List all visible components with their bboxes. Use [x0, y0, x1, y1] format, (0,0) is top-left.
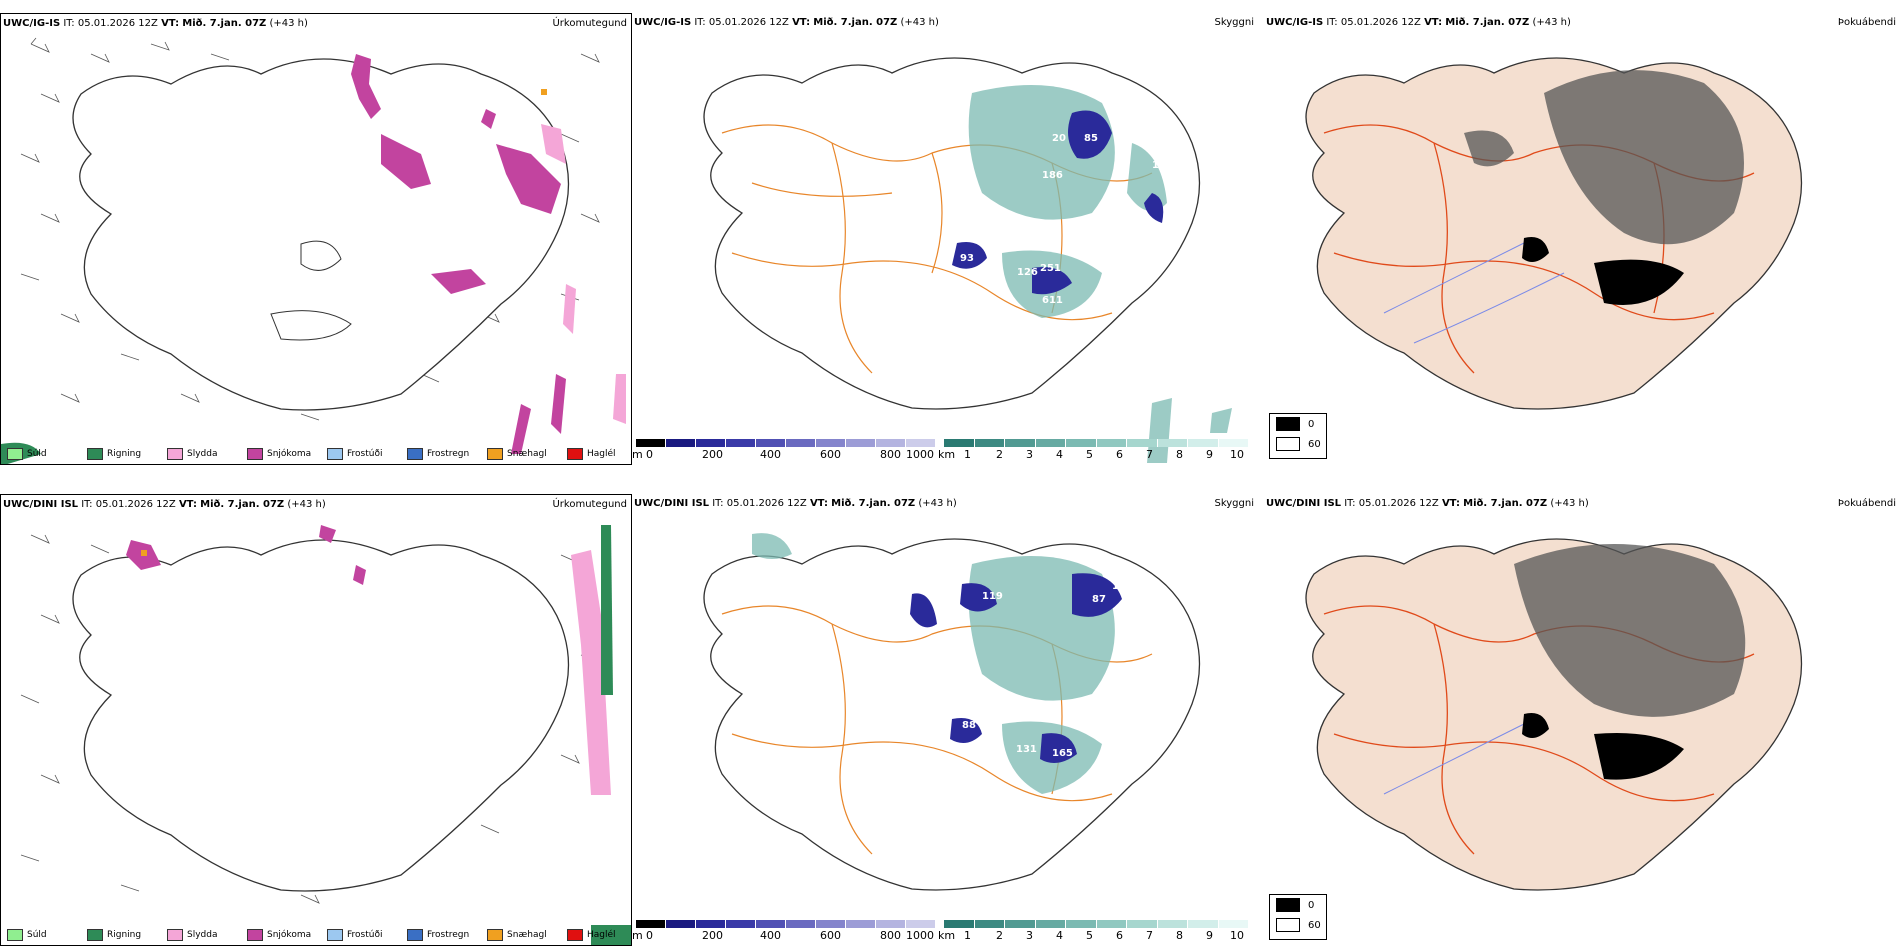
legend-item: Súld	[1, 448, 81, 460]
colorbar-tick: 400	[760, 448, 781, 461]
legend-item: Rigning	[81, 929, 161, 941]
sleet-areas	[541, 124, 626, 424]
colorbar-unit: m	[632, 448, 643, 461]
legend-item: Snjókoma	[241, 448, 321, 460]
legend-item: Snjókoma	[241, 929, 321, 941]
fog-legend: 0 60	[1269, 413, 1327, 459]
legend-item: Haglél	[561, 929, 631, 941]
cloud-visibility-map: 85 93 126 251 202 611 17 186 20	[703, 57, 1232, 463]
map-label: 17	[1152, 160, 1166, 171]
variable-label: Skyggni	[1214, 498, 1254, 509]
cloud-visibility-map-panel: 85 93 126 251 202 611 17 186 20 UWC/IG-I…	[632, 13, 1264, 465]
cloud-base-colorbar: m 0 200 400 600 800 1000	[632, 920, 936, 944]
variable-label: Skyggni	[1214, 17, 1254, 28]
map-label: 93	[960, 253, 974, 264]
legend-item: Frostúði	[321, 448, 401, 460]
map-label: 126	[1017, 267, 1038, 278]
map-label: 251	[1040, 263, 1061, 274]
colorbar-tick: 800	[880, 448, 901, 461]
legend-item: Frostregn	[401, 448, 481, 460]
fog-index-map-panel: UWC/IG-IS IT: 05.01.2026 12Z VT: Mið. 7.…	[1264, 13, 1900, 465]
colorbar-tick: 1000	[906, 448, 934, 461]
svg-text:165: 165	[1052, 748, 1073, 759]
svg-text:88: 88	[962, 720, 976, 731]
low-cloud-areas	[952, 110, 1164, 295]
cloud-base-colorbar: m 0 200 400 600 800 1000	[632, 439, 936, 463]
panel-title: UWC/DINI ISL IT: 05.01.2026 12Z VT: Mið.…	[1266, 498, 1589, 509]
legend-item: Frostúði	[321, 929, 401, 941]
variable-label: Úrkomutegund	[552, 499, 627, 510]
map-label: 202	[1117, 263, 1138, 274]
map-label: 611	[1042, 295, 1063, 306]
fog-index-shading	[1464, 70, 1744, 245]
variable-label: Þokuábendi	[1837, 498, 1896, 509]
legend-item: Súld	[1, 929, 81, 941]
colorbar-tick: 200	[702, 448, 723, 461]
svg-text:173: 173	[1094, 731, 1115, 742]
visibility-colorbar: km 1 2 3 4 5 6 7 8 9 10	[938, 920, 1249, 944]
map-label: 85	[1084, 133, 1098, 144]
colorbar-unit: km	[938, 448, 956, 461]
svg-text:131: 131	[1016, 744, 1037, 755]
legend-item: Slydda	[161, 929, 241, 941]
colorbar-tick: 600	[820, 448, 841, 461]
cloud-visibility-map-panel: 88 131 87 10 119 165 173 UWC/DINI ISL IT…	[632, 494, 1264, 946]
svg-text:87: 87	[1092, 594, 1106, 605]
precip-type-map-panel: UWC/DINI ISL IT: 05.01.2026 12Z VT: Mið.…	[0, 494, 632, 946]
variable-label: Úrkomutegund	[552, 18, 627, 29]
svg-text:119: 119	[982, 591, 1003, 602]
iceland-outline	[72, 58, 570, 411]
snowfall-areas	[351, 54, 566, 454]
precip-legend: Súld Rigning Slydda Snjókoma Frostúði Fr…	[1, 448, 631, 460]
panel-title: UWC/DINI ISL IT: 05.01.2026 12Z VT: Mið.…	[634, 498, 957, 509]
fog-index-map-panel: UWC/DINI ISL IT: 05.01.2026 12Z VT: Mið.…	[1264, 494, 1900, 946]
legend-item: Snæhagl	[481, 448, 561, 460]
panel-title: UWC/IG-IS IT: 05.01.2026 12Z VT: Mið. 7.…	[634, 17, 939, 28]
legend-item: Slydda	[161, 448, 241, 460]
variable-label: Þokuábendi	[1837, 17, 1896, 28]
precip-type-map-panel: UWC/IG-IS IT: 05.01.2026 12Z VT: Mið. 7.…	[0, 13, 632, 465]
legend-item: Haglél	[561, 448, 631, 460]
panel-title: UWC/IG-IS IT: 05.01.2026 12Z VT: Mið. 7.…	[1266, 17, 1571, 28]
colorbar-tick: 0	[646, 448, 653, 461]
svg-text:10: 10	[1112, 581, 1126, 592]
fog-index-map	[1305, 57, 1803, 410]
legend-item: Snæhagl	[481, 929, 561, 941]
precip-type-map	[1, 37, 626, 464]
map-label: 20	[1052, 133, 1066, 144]
fog-legend: 0 60	[1269, 894, 1327, 940]
legend-item: Rigning	[81, 448, 161, 460]
legend-item: Frostregn	[401, 929, 481, 941]
precip-legend: Súld Rigning Slydda Snjókoma Frostúði Fr…	[1, 929, 631, 941]
map-label: 186	[1042, 170, 1063, 181]
wind-barbs	[20, 37, 600, 421]
cloud-base-segments	[636, 439, 936, 447]
panel-title: UWC/IG-IS IT: 05.01.2026 12Z VT: Mið. 7.…	[3, 18, 308, 29]
panel-title: UWC/DINI ISL IT: 05.01.2026 12Z VT: Mið.…	[3, 499, 326, 510]
visibility-colorbar: km 1 2 3 4 5 6 7 8 9 10	[938, 439, 1249, 463]
